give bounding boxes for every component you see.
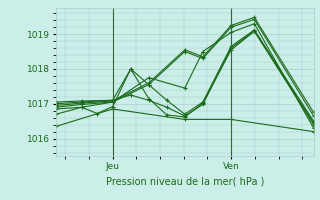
X-axis label: Pression niveau de la mer( hPa ): Pression niveau de la mer( hPa ) [106,176,264,186]
